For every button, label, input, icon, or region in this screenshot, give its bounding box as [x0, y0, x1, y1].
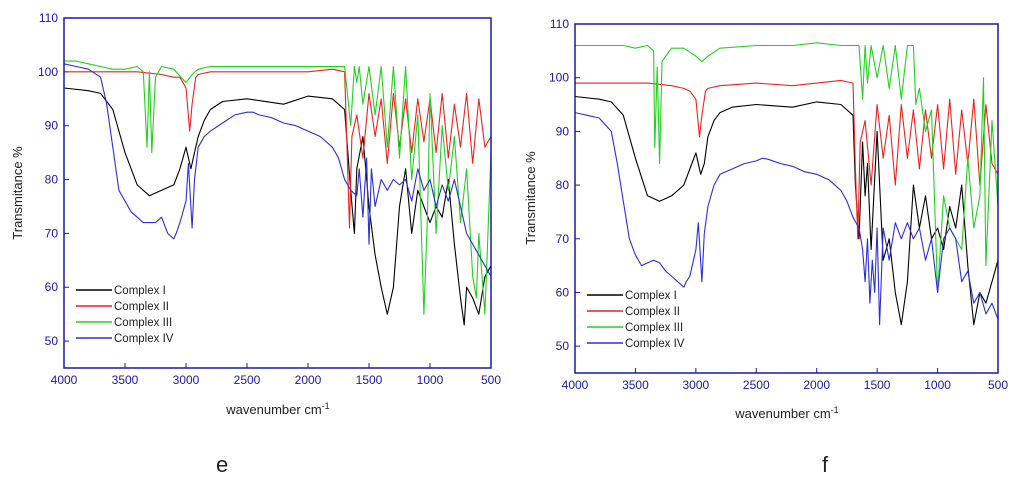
y-tick-label: 50	[45, 334, 59, 348]
x-tick-label: 3000	[173, 373, 200, 387]
y-tick-label: 100	[549, 71, 569, 85]
x-tick-label: 1000	[417, 373, 444, 387]
x-tick-label: 500	[481, 373, 501, 387]
legend-label-complex-iii: Complex III	[114, 317, 172, 329]
y-tick-label: 60	[45, 280, 59, 294]
legend-label-complex-i: Complex I	[114, 285, 166, 297]
chart-panel-f: 4000 3500 3000 2500 2000 1500 1000 500 50 60 70 80 9…	[523, 17, 1008, 421]
chart-panel-e: 4000 3500 3000 2500 2000 1500 1000 500 50 60 70 80 9…	[10, 11, 501, 417]
series-line-complex-ii	[64, 68, 491, 229]
x-tick-label: 1500	[356, 373, 383, 387]
y-tick-label: 60	[556, 285, 570, 299]
series-line-complex-iv	[64, 63, 491, 277]
x-tick-label: 3000	[683, 378, 710, 392]
y-tick-label: 100	[38, 65, 58, 79]
y-tick-label: 110	[39, 11, 58, 25]
y-axis-label: Transmitance %	[523, 151, 538, 245]
y-tick-label: 80	[556, 178, 570, 192]
y-tick-label: 90	[45, 119, 59, 133]
x-tick-label: 4000	[51, 373, 78, 387]
x-tick-label: 3500	[112, 373, 139, 387]
y-tick-label: 90	[556, 124, 570, 138]
panel-label-e: e	[216, 452, 229, 477]
panel-label-f: f	[822, 452, 829, 477]
plot-frame	[63, 17, 492, 369]
x-tick-label: 2000	[295, 373, 322, 387]
legend-label-complex-i: Complex I	[625, 290, 677, 302]
x-tick-label: 3500	[622, 378, 649, 392]
y-tick-label: 70	[556, 232, 570, 246]
x-tick-label: 4000	[562, 378, 589, 392]
x-tick-label: 1500	[864, 378, 891, 392]
legend-label-complex-iv: Complex IV	[625, 338, 685, 350]
series-line-complex-ii	[575, 79, 998, 240]
y-tick-label: 50	[556, 339, 570, 353]
legend-label-complex-ii: Complex II	[625, 306, 680, 318]
x-axis-label: wavenumber cm-1	[225, 401, 329, 417]
legend-label-complex-iii: Complex III	[625, 322, 683, 334]
x-tick-label: 2500	[743, 378, 770, 392]
y-tick-label: 80	[45, 173, 59, 187]
legend-label-complex-ii: Complex II	[114, 301, 169, 313]
legend-label-complex-iv: Complex IV	[114, 333, 174, 345]
x-axis-label: wavenumber cm-1	[734, 405, 838, 421]
series-line-complex-iii	[64, 60, 491, 315]
y-tick-label: 70	[45, 226, 59, 240]
y-axis-label: Transmitance %	[10, 146, 25, 240]
y-tick-label: 110	[550, 17, 569, 31]
x-tick-label: 1000	[924, 378, 951, 392]
x-tick-label: 500	[988, 378, 1008, 392]
series-line-complex-i	[64, 87, 491, 326]
series-line-complex-i	[575, 95, 998, 326]
plot-frame	[574, 23, 999, 374]
x-tick-label: 2500	[234, 373, 261, 387]
series-line-complex-iv	[575, 112, 998, 326]
x-tick-label: 2000	[803, 378, 830, 392]
